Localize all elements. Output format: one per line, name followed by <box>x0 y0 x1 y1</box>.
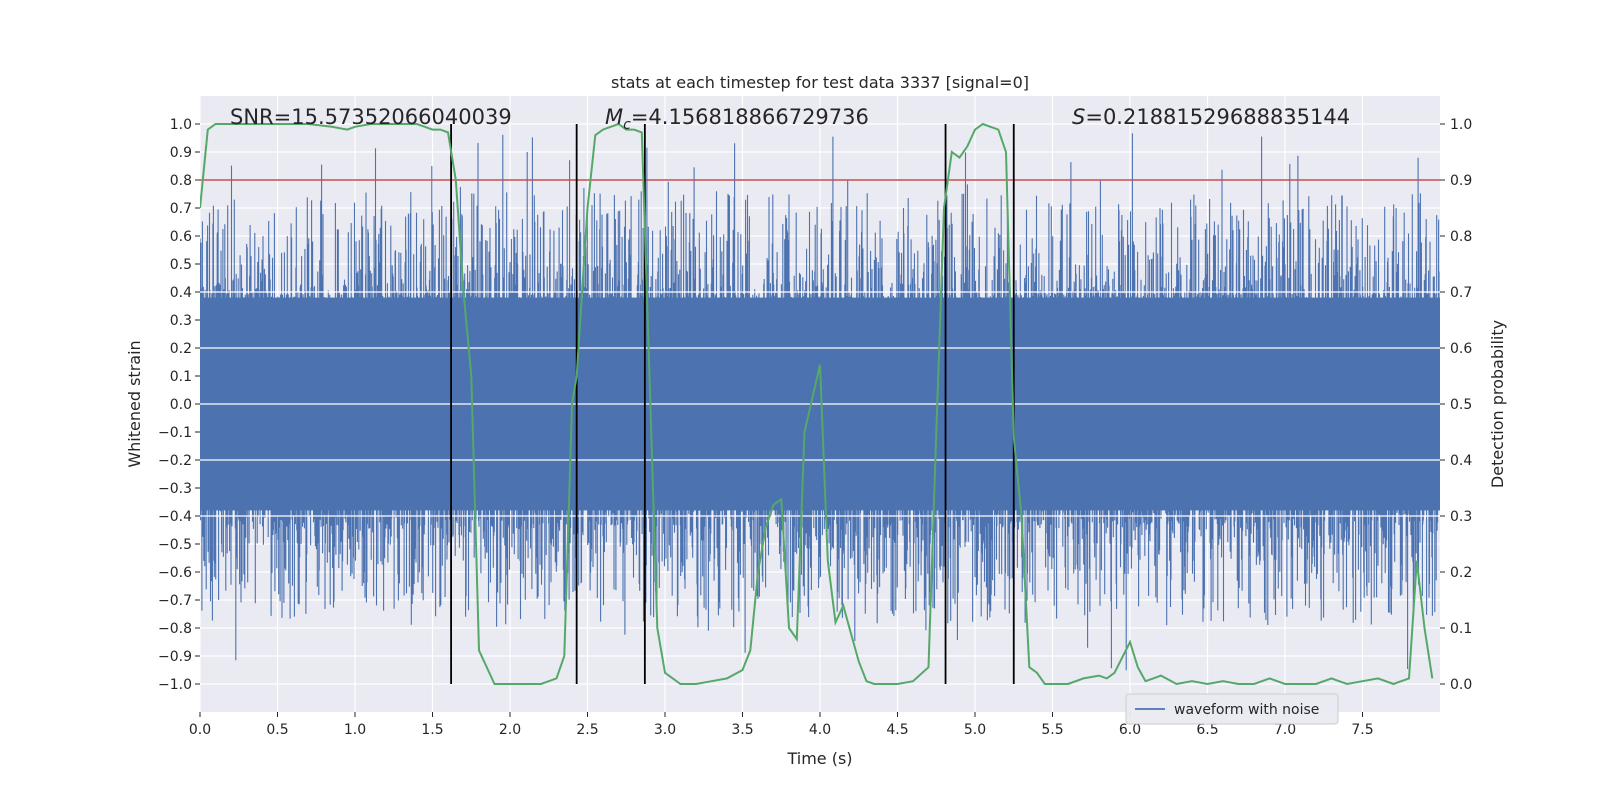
y-left-tick-label: 0.7 <box>170 201 192 217</box>
x-axis-ticks: 0.0 0.5 1.0 1.5 2.0 2.5 3.0 3.5 4.0 4.5 5.0 5.5 6.0 6… <box>189 712 1374 738</box>
y-left-tick-label: 1.0 <box>170 117 192 133</box>
y-right-tick-label: 0.7 <box>1450 285 1472 301</box>
y-left-axis-ticks: 1.0 0.9 0.8 0.7 0.6 0.5 0.4 0.3 0.2 0.1 0.0 −0.1 −0.… <box>158 117 200 693</box>
y-right-axis-ticks: 1.0 0.9 0.8 0.7 0.6 0.5 0.4 0.3 0.2 0.1 0.0 <box>1440 117 1472 693</box>
plot-content <box>200 122 1440 686</box>
x-tick-label: 4.5 <box>886 722 908 738</box>
x-tick-label: 4.0 <box>809 722 831 738</box>
probability-line <box>200 122 1434 686</box>
x-tick-label: 7.5 <box>1351 722 1373 738</box>
x-tick-label: 1.5 <box>421 722 443 738</box>
x-tick-label: 0.5 <box>266 722 288 738</box>
x-tick-label: 6.0 <box>1119 722 1141 738</box>
y-left-axis-label: Whitened strain <box>125 340 144 467</box>
y-right-tick-label: 1.0 <box>1450 117 1472 133</box>
y-right-tick-label: 0.1 <box>1450 621 1472 637</box>
chirp-mass-symbol: M <box>605 105 623 129</box>
y-left-tick-label: −0.2 <box>158 453 192 469</box>
y-right-tick-label: 0.0 <box>1450 677 1472 693</box>
y-right-axis-label: Detection probability <box>1488 320 1507 488</box>
y-left-tick-label: −0.5 <box>158 537 192 553</box>
s-symbol: S <box>1072 105 1085 129</box>
x-tick-label: 2.0 <box>499 722 521 738</box>
x-tick-label: 3.5 <box>731 722 753 738</box>
y-right-tick-label: 0.8 <box>1450 229 1472 245</box>
legend-box <box>1125 693 1339 725</box>
y-left-tick-label: −0.1 <box>158 425 192 441</box>
x-tick-label: 5.0 <box>964 722 986 738</box>
y-left-tick-label: 0.1 <box>170 369 192 385</box>
x-tick-label: 6.5 <box>1196 722 1218 738</box>
y-right-tick-label: 0.9 <box>1450 173 1472 189</box>
snr-annotation: SNR=15.57352066040039 <box>230 105 512 129</box>
x-tick-label: 1.0 <box>344 722 366 738</box>
y-left-tick-label: 0.5 <box>170 257 192 273</box>
y-left-tick-label: −0.4 <box>158 509 192 525</box>
chirp-mass-subscript: c <box>623 117 631 133</box>
s-value: =0.21881529688835144 <box>1085 105 1350 129</box>
y-right-tick-label: 0.6 <box>1450 341 1472 357</box>
y-left-tick-label: 0.9 <box>170 145 192 161</box>
y-left-tick-label: 0.3 <box>170 313 192 329</box>
y-left-tick-label: −0.3 <box>158 481 192 497</box>
s-annotation: S=0.21881529688835144 <box>1072 105 1350 129</box>
y-left-tick-label: −0.8 <box>158 621 192 637</box>
y-right-tick-label: 0.4 <box>1450 453 1472 469</box>
y-right-tick-label: 0.2 <box>1450 565 1472 581</box>
y-left-tick-label: −0.6 <box>158 565 192 581</box>
legend-label: waveform with noise <box>1174 702 1319 718</box>
waveform-spikes <box>200 133 1440 671</box>
y-left-tick-label: 0.6 <box>170 229 192 245</box>
x-tick-label: 7.0 <box>1274 722 1296 738</box>
x-tick-label: 2.5 <box>576 722 598 738</box>
y-left-tick-label: −0.9 <box>158 649 192 665</box>
y-left-tick-label: −1.0 <box>158 677 192 693</box>
x-tick-label: 0.0 <box>189 722 211 738</box>
chirp-mass-value: =4.156818866729736 <box>631 105 869 129</box>
legend: waveform with noise <box>1125 693 1339 725</box>
chirp-mass-annotation: Mc=4.156818866729736 <box>605 105 869 133</box>
y-right-tick-label: 0.5 <box>1450 397 1472 413</box>
x-tick-label: 5.5 <box>1041 722 1063 738</box>
x-tick-label: 3.0 <box>654 722 676 738</box>
chart-title: stats at each timestep for test data 333… <box>611 73 1029 92</box>
y-left-tick-label: 0.2 <box>170 341 192 357</box>
y-left-tick-label: 0.8 <box>170 173 192 189</box>
y-right-tick-label: 0.3 <box>1450 509 1472 525</box>
y-left-tick-label: −0.7 <box>158 593 192 609</box>
y-left-tick-label: 0.4 <box>170 285 192 301</box>
x-axis-label: Time (s) <box>786 749 852 768</box>
y-left-tick-label: 0.0 <box>170 397 192 413</box>
